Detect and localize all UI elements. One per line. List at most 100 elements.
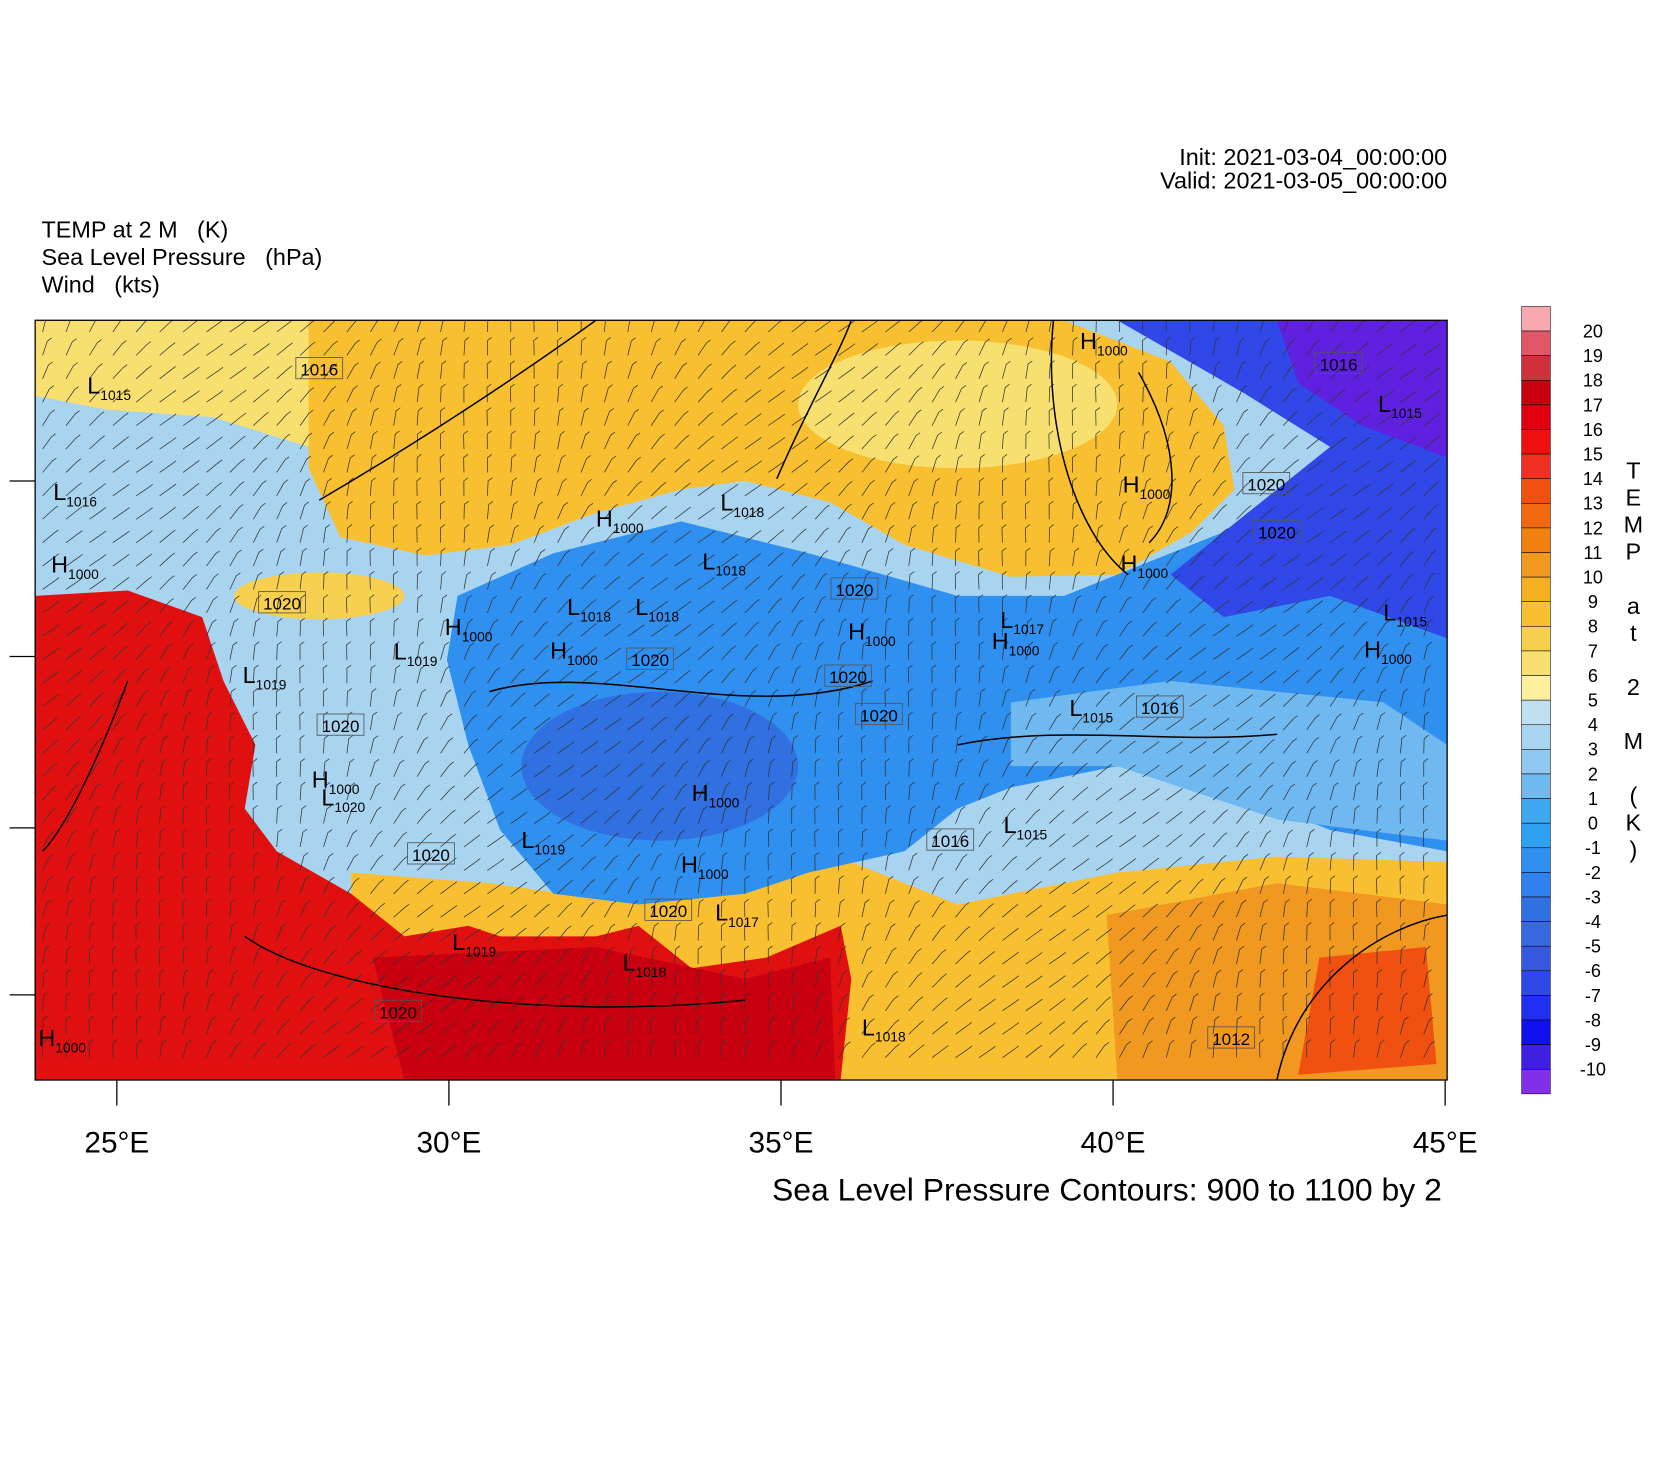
- center-symbol: L: [243, 662, 256, 688]
- wind-barb: [323, 900, 336, 918]
- wind-barb: [1236, 762, 1252, 778]
- wind-barb: [557, 857, 574, 871]
- wind-barb: [557, 971, 570, 988]
- wind-barb: [1259, 506, 1276, 520]
- wind-barb: [744, 553, 761, 567]
- wind-barb: [580, 526, 595, 543]
- wind-barb: [814, 898, 821, 918]
- wind-barb: [1423, 550, 1437, 567]
- wind-barb: [861, 664, 868, 684]
- wind-barb: [1329, 622, 1346, 637]
- wind-barb: [767, 643, 781, 660]
- wind-barb: [884, 875, 894, 894]
- wind-barb: [1329, 1015, 1335, 1035]
- wind-barb: [323, 734, 329, 754]
- wind-barb: [252, 828, 259, 848]
- wind-barb: [744, 992, 750, 1011]
- wind-barb: [159, 342, 176, 356]
- wind-barb: [1236, 624, 1254, 637]
- wind-barb: [580, 503, 594, 520]
- wind-barb: [697, 783, 709, 801]
- wind-barb: [533, 477, 542, 496]
- wind-barb: [276, 1043, 292, 1058]
- wind-barb: [1283, 669, 1299, 684]
- wind-barb: [791, 505, 808, 520]
- wind-barb: [697, 760, 710, 777]
- wind-barb: [580, 833, 597, 848]
- wind-barb: [1072, 762, 1088, 778]
- wind-barb: [135, 992, 141, 1011]
- wind-barb: [1329, 645, 1345, 660]
- pressure-center: L1017: [715, 899, 759, 929]
- wind-barb: [580, 924, 594, 941]
- wind-barb: [369, 500, 376, 520]
- wind-barb: [463, 858, 481, 871]
- wind-barb: [322, 688, 328, 707]
- wind-barb: [721, 1039, 727, 1058]
- wind-barb: [1048, 785, 1064, 801]
- wind-barb: [1095, 1019, 1111, 1035]
- colorbar-label: 16: [1583, 420, 1603, 440]
- wind-barb: [440, 665, 451, 684]
- wind-barb: [557, 764, 575, 778]
- wind-barb: [1259, 830, 1272, 848]
- wind-barb: [1048, 665, 1060, 684]
- wind-barb: [533, 834, 551, 848]
- wind-barb: [42, 853, 54, 871]
- wind-barb: [1423, 1040, 1435, 1058]
- wind-barb: [252, 1042, 267, 1058]
- center-symbol: L: [715, 899, 728, 925]
- wind-barb: [1189, 764, 1207, 778]
- wind-barb: [1119, 927, 1136, 941]
- contour-label: 1020: [412, 846, 450, 865]
- center-symbol: H: [1080, 328, 1097, 354]
- wind-barb: [1025, 320, 1030, 333]
- wind-barb: [1236, 922, 1246, 941]
- wind-barb: [510, 501, 519, 520]
- wind-barb: [440, 689, 452, 707]
- wind-barb: [580, 741, 598, 754]
- wind-barb: [885, 995, 899, 1012]
- wind-barb: [275, 734, 281, 754]
- wind-barb: [861, 852, 868, 871]
- wind-barb: [252, 946, 263, 965]
- colorbar-label: 20: [1583, 321, 1603, 341]
- wind-barb: [276, 923, 287, 941]
- colorbar-label: 5: [1588, 691, 1598, 711]
- wind-barb: [767, 945, 773, 965]
- wind-barb: [206, 898, 212, 918]
- wind-barb: [252, 970, 264, 988]
- wind-barb: [1259, 482, 1276, 497]
- wind-barb: [580, 787, 598, 801]
- wind-barb: [510, 716, 527, 731]
- wind-barb: [393, 855, 409, 871]
- wind-barb: [791, 758, 798, 777]
- wind-barb: [1423, 1016, 1434, 1035]
- wind-barb: [604, 877, 618, 895]
- wind-barb: [931, 829, 942, 848]
- wind-barb: [908, 1020, 924, 1035]
- wind-barb: [416, 430, 423, 450]
- wind-barb: [1259, 670, 1277, 684]
- wind-barb: [1236, 361, 1246, 379]
- wind-barb: [978, 664, 985, 684]
- wind-barb: [931, 547, 938, 567]
- wind-barb: [182, 805, 188, 824]
- wind-barb: [1095, 811, 1113, 824]
- wind-barb: [580, 551, 595, 567]
- wind-barb: [229, 664, 237, 684]
- wind-barb: [369, 384, 380, 403]
- wind-barb: [1072, 881, 1090, 895]
- colorbar-box: [1521, 453, 1551, 479]
- wind-barb: [1166, 717, 1183, 731]
- wind-barb: [1212, 832, 1228, 848]
- center-value: 1018: [636, 964, 667, 980]
- wind-barb: [814, 641, 824, 660]
- wind-barb: [252, 805, 258, 824]
- wind-barb: [697, 507, 715, 520]
- wind-barb: [65, 554, 83, 567]
- wind-barb: [135, 690, 149, 707]
- wind-barb: [604, 900, 617, 918]
- wind-barb: [393, 337, 404, 356]
- wind-barb: [1259, 385, 1273, 403]
